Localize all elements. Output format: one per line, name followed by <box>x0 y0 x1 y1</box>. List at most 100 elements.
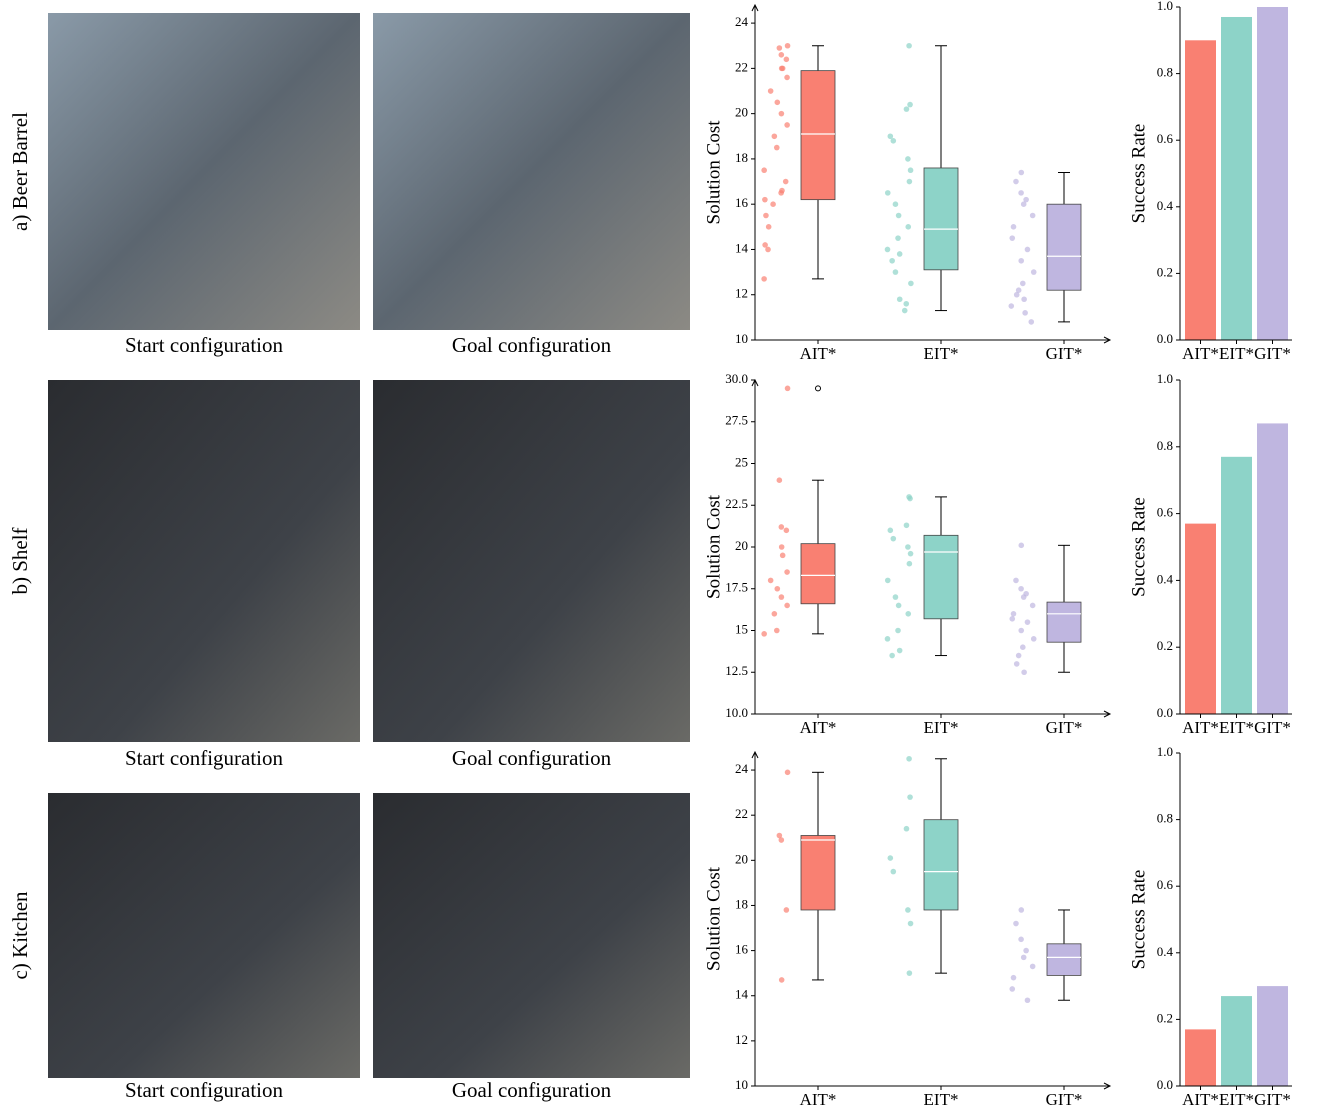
data-point <box>778 190 784 196</box>
caption: Goal configuration <box>452 1078 612 1102</box>
data-point <box>896 296 903 303</box>
photo <box>48 793 360 1078</box>
caption: Start configuration <box>125 1078 284 1102</box>
data-point <box>896 251 903 257</box>
y-tick-label: 10.0 <box>725 705 748 720</box>
x-tick-label: EIT* <box>1219 344 1254 363</box>
y-tick-label: 12.5 <box>725 663 748 678</box>
data-point <box>884 190 891 196</box>
data-point <box>1020 644 1026 650</box>
data-point <box>884 636 891 642</box>
data-point <box>907 794 913 800</box>
data-point <box>784 74 790 81</box>
data-point <box>1018 585 1024 592</box>
y-axis-label: Success Rate <box>1128 497 1149 597</box>
data-point <box>778 977 785 983</box>
bar <box>1185 523 1216 714</box>
data-point <box>890 138 897 144</box>
data-point <box>1030 636 1037 642</box>
y-tick-label: 15 <box>735 621 748 636</box>
data-point <box>884 577 891 584</box>
data-point <box>779 552 786 559</box>
y-tick-label: 17.5 <box>725 580 748 595</box>
x-tick-label: GIT* <box>1046 344 1083 363</box>
data-point <box>1018 169 1025 176</box>
data-point <box>903 825 910 832</box>
y-tick-label: 0.8 <box>1157 438 1173 453</box>
data-point <box>895 212 902 219</box>
data-point <box>1030 269 1037 275</box>
data-point <box>1020 280 1026 287</box>
y-tick-label: 0.4 <box>1157 944 1174 959</box>
data-point <box>770 201 776 207</box>
data-point <box>906 755 912 762</box>
data-point <box>1009 616 1016 622</box>
data-point <box>905 544 911 550</box>
data-point <box>1024 246 1031 253</box>
data-point <box>778 110 785 117</box>
bar <box>1257 986 1288 1086</box>
data-point <box>906 42 912 49</box>
data-point <box>783 56 790 63</box>
data-point <box>1024 997 1031 1004</box>
data-point <box>907 495 913 502</box>
y-tick-label: 24 <box>735 14 749 29</box>
y-tick-label: 18 <box>735 896 748 911</box>
box <box>800 70 836 201</box>
data-point <box>1023 947 1029 954</box>
x-tick-label: AIT* <box>1182 718 1219 737</box>
data-point <box>1018 542 1025 549</box>
bar <box>1185 40 1216 341</box>
caption: Goal configuration <box>452 333 612 357</box>
data-point <box>1029 963 1036 970</box>
y-tick-label: 14 <box>735 987 749 1002</box>
bar <box>1185 1029 1216 1086</box>
y-tick-label: 22 <box>735 806 748 821</box>
x-tick-label: EIT* <box>1219 718 1254 737</box>
y-tick-label: 0.8 <box>1157 811 1173 826</box>
data-point <box>761 167 767 174</box>
data-point <box>1015 287 1022 294</box>
caption: Start configuration <box>125 746 284 770</box>
data-point <box>906 970 913 976</box>
data-point <box>776 832 783 839</box>
data-point <box>908 280 914 287</box>
box <box>800 835 836 911</box>
data-point <box>761 276 767 282</box>
data-point <box>767 577 774 584</box>
box <box>1046 943 1082 976</box>
data-point <box>778 524 785 530</box>
data-point <box>892 201 899 207</box>
x-tick-label: EIT* <box>924 1090 959 1109</box>
data-point <box>1029 602 1036 609</box>
data-point <box>778 594 785 600</box>
data-point <box>782 178 789 185</box>
x-tick-label: EIT* <box>1219 1090 1254 1109</box>
y-tick-label: 0.2 <box>1157 638 1173 653</box>
data-point <box>905 907 911 913</box>
bar <box>1257 7 1288 340</box>
data-point <box>779 65 786 72</box>
box <box>1046 203 1082 291</box>
y-tick-label: 0.8 <box>1157 65 1173 80</box>
data-point <box>1013 661 1020 667</box>
data-point <box>887 855 894 861</box>
y-axis-label: Solution Cost <box>703 866 724 971</box>
data-point <box>895 602 902 609</box>
data-point <box>1013 920 1019 927</box>
data-point <box>765 224 772 230</box>
data-point <box>765 246 771 253</box>
y-tick-label: 27.5 <box>725 413 748 428</box>
axis-arrow <box>1103 1082 1112 1090</box>
data-point <box>892 269 899 275</box>
data-point <box>905 224 912 230</box>
data-point <box>887 527 894 534</box>
y-tick-label: 0.4 <box>1157 571 1174 586</box>
box <box>923 819 959 911</box>
data-point <box>1020 594 1027 600</box>
row-label: a) Beer Barrel <box>8 112 32 231</box>
y-tick-label: 0.2 <box>1157 264 1173 279</box>
axis-arrow <box>751 3 759 12</box>
photo <box>373 13 690 330</box>
data-point <box>903 106 910 112</box>
